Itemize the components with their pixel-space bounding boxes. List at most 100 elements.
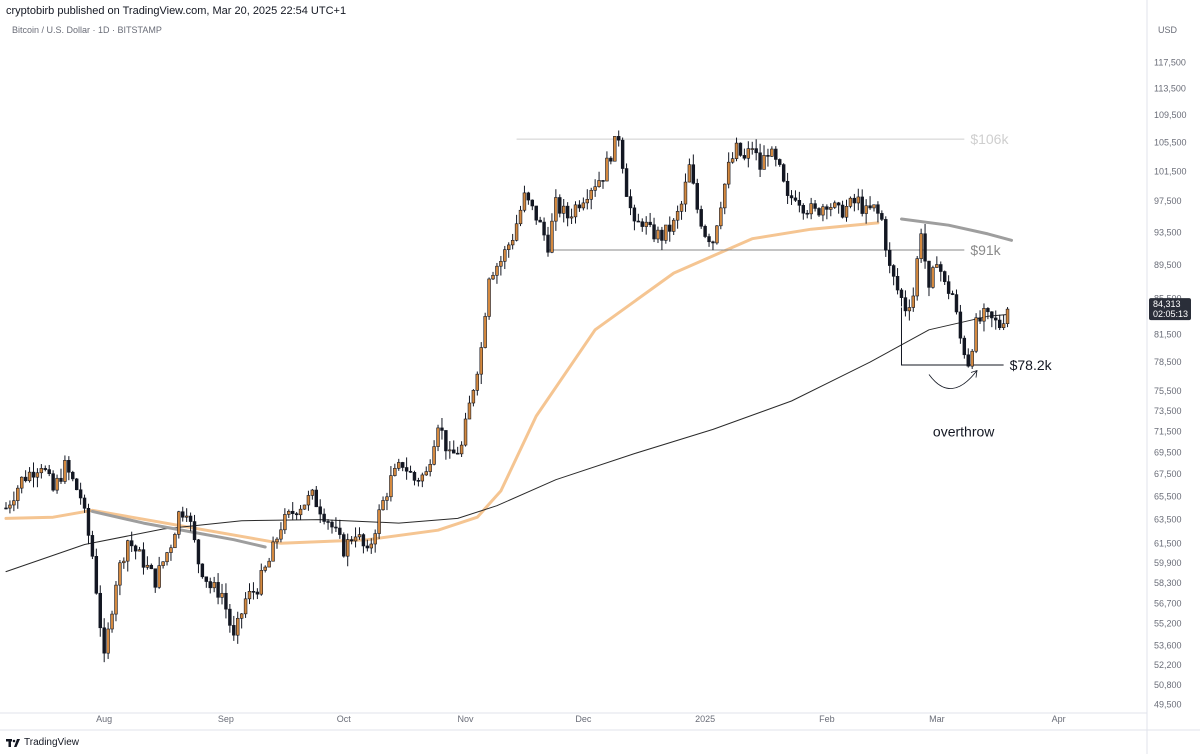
- y-tick-label: 52,200: [1154, 660, 1182, 670]
- candle: [569, 208, 574, 224]
- last-price-tag-bg: [1149, 298, 1191, 321]
- candle-body: [495, 265, 499, 276]
- candle-body: [334, 526, 338, 529]
- candle: [711, 240, 715, 251]
- candle: [19, 476, 24, 494]
- candle: [27, 467, 32, 483]
- candle: [212, 576, 216, 593]
- candle: [149, 563, 154, 570]
- candle: [562, 198, 566, 223]
- candle-body: [204, 576, 209, 582]
- candle-body: [467, 402, 472, 420]
- candle: [616, 130, 621, 147]
- candle-body: [452, 449, 456, 454]
- candle: [974, 313, 978, 354]
- candle-body: [243, 598, 248, 615]
- x-tick-label: Oct: [337, 714, 352, 724]
- candle-body: [990, 311, 994, 319]
- candle-body: [455, 452, 460, 455]
- candle-body: [514, 223, 519, 241]
- candle-body: [691, 164, 696, 184]
- candle-body: [844, 206, 849, 218]
- candle: [385, 492, 389, 511]
- candle-body: [640, 221, 644, 227]
- candle-body: [746, 148, 751, 159]
- candle: [228, 603, 232, 633]
- candle: [349, 536, 354, 545]
- candle-body: [770, 148, 774, 157]
- candle: [805, 209, 809, 219]
- candle: [958, 304, 963, 344]
- candle-body: [330, 521, 334, 528]
- candle: [82, 494, 87, 513]
- candle: [459, 441, 464, 457]
- candle-body: [719, 207, 723, 227]
- candle: [770, 146, 774, 157]
- candle-body: [440, 427, 444, 431]
- candle: [613, 136, 617, 162]
- candle: [785, 172, 790, 204]
- candle-body: [829, 207, 833, 210]
- candle-body: [169, 547, 173, 553]
- candle: [114, 581, 118, 622]
- candle: [605, 151, 609, 182]
- overthrow-curve-arrow: [928, 370, 978, 389]
- candle: [196, 538, 201, 574]
- candle: [1005, 307, 1010, 328]
- candle-body: [616, 136, 621, 141]
- candle-body: [679, 203, 684, 212]
- candle: [526, 191, 531, 205]
- candle: [585, 189, 589, 210]
- candle-body: [660, 229, 664, 241]
- candle-body: [766, 155, 770, 157]
- candle-body: [416, 480, 421, 482]
- candle: [181, 506, 185, 522]
- candle-body: [927, 260, 931, 288]
- y-tick-label: 113,500: [1154, 83, 1186, 93]
- candle: [946, 275, 951, 300]
- candle-body: [220, 592, 224, 598]
- candle: [63, 455, 67, 484]
- candle: [510, 233, 515, 250]
- candle: [251, 582, 256, 600]
- candle: [67, 456, 71, 481]
- candle: [106, 622, 110, 659]
- candle: [239, 613, 244, 629]
- candlesticks[interactable]: [4, 130, 1010, 663]
- candle-body: [974, 317, 978, 352]
- candle-body: [911, 295, 915, 308]
- candle: [157, 556, 161, 589]
- time-axis[interactable]: Aug Sep Oct Nov Dec 2025 Feb Mar Apr: [96, 714, 1065, 724]
- candle: [318, 499, 322, 523]
- footer-brand[interactable]: TradingView: [6, 737, 79, 748]
- candle-body: [55, 477, 59, 491]
- candle-body: [326, 521, 330, 523]
- candle-body: [145, 564, 150, 568]
- candle: [781, 163, 786, 183]
- candle: [400, 461, 405, 472]
- candle: [8, 500, 12, 514]
- candle-body: [538, 219, 542, 223]
- y-tick-label: 50,800: [1154, 680, 1182, 690]
- candle: [373, 529, 377, 553]
- candle: [122, 557, 126, 569]
- candle-body: [868, 205, 872, 209]
- candle-body: [852, 197, 857, 204]
- candle-body: [836, 202, 841, 206]
- candle-body: [978, 317, 982, 322]
- candle: [703, 224, 707, 239]
- candle-body: [856, 196, 861, 204]
- candle: [55, 474, 59, 494]
- candle-body: [601, 180, 605, 182]
- level-label: $78.2k: [1010, 357, 1053, 373]
- candle-body: [377, 509, 381, 534]
- candle-body: [707, 236, 711, 243]
- candle: [86, 503, 91, 545]
- price-axis[interactable]: USD 49,500 50,800 52,200 53,600 55,200 56,700…: [1154, 25, 1187, 709]
- candle: [177, 510, 181, 539]
- candle: [844, 199, 849, 222]
- candle-body: [255, 591, 260, 595]
- candle: [224, 583, 228, 619]
- candle-body: [181, 511, 185, 518]
